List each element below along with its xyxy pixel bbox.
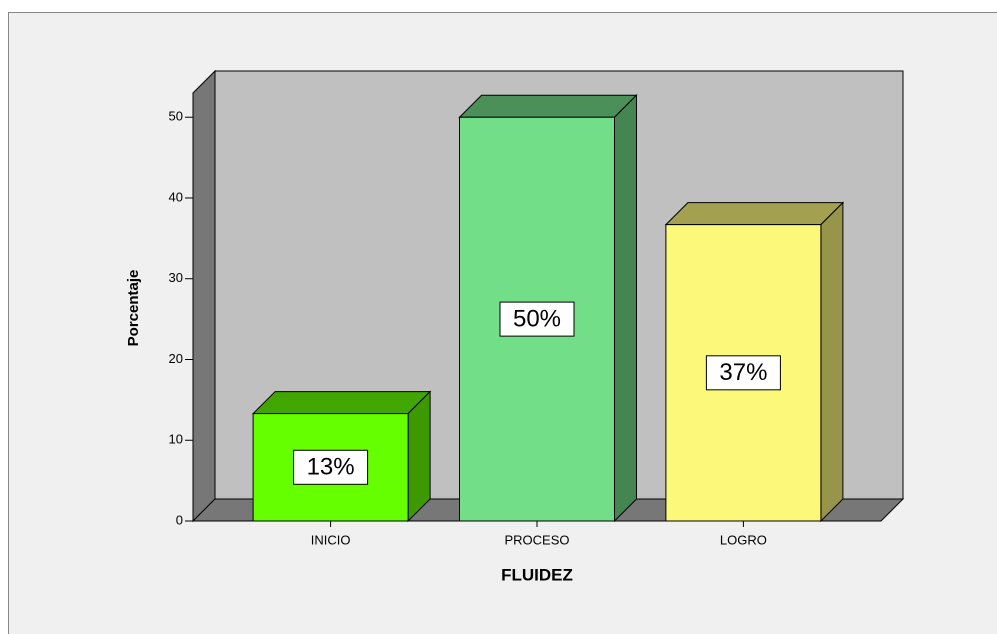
x-tick-label: INICIO [311,532,351,547]
value-label-box [293,449,369,485]
bar-side [614,94,637,523]
value-label-box [705,355,781,391]
x-axis-label: FLUIDEZ [501,565,573,584]
y-tick-label: 10 [169,432,183,447]
y-tick-label: 0 [176,512,183,527]
x-tick-label: LOGRO [720,532,767,547]
value-label: 37% [719,359,767,386]
y-tick-label: 50 [169,109,183,124]
bar-top [458,94,638,118]
x-tick-label: PROCESO [504,532,569,547]
value-label: 13% [307,454,355,481]
bar-top [664,202,845,226]
value-label-box [499,301,575,337]
side-wall [192,69,216,523]
bar-side [407,390,431,523]
value-label: 50% [513,305,561,332]
y-tick-label: 30 [169,270,183,285]
bar-top [251,391,432,415]
y-axis-label: Porcentaje [125,270,142,347]
y-tick-label: 20 [169,351,183,366]
bar-side [820,201,844,523]
y-tick-label: 40 [169,189,183,204]
